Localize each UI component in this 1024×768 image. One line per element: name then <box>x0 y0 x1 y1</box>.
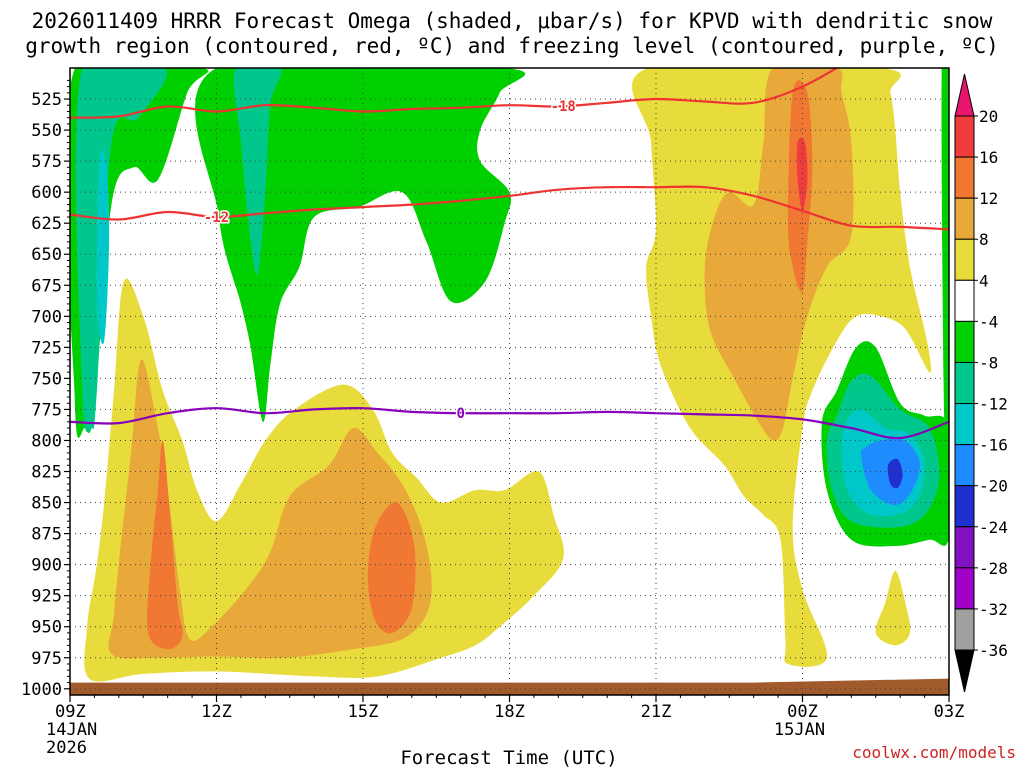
y-tick-label: 550 <box>31 121 62 141</box>
colorbar-bin <box>954 238 975 281</box>
omega-region-green-sliver-right <box>941 68 949 459</box>
colorbar-bin <box>954 526 975 569</box>
x-axis-title: Forecast Time (UTC) <box>400 747 617 768</box>
y-tick-label: 650 <box>31 245 62 265</box>
colorbar-label: 16 <box>979 148 998 167</box>
colorbar-bin <box>954 444 975 487</box>
title-line-2: growth region (contoured, red, ºC) and f… <box>25 34 999 58</box>
colorbar-label: -24 <box>979 518 1008 537</box>
colorbar-bin <box>954 361 975 405</box>
title-line-1: 2026011409 HRRR Forecast Omega (shaded, … <box>32 9 993 33</box>
omega-region-cyan-core-left <box>96 149 110 345</box>
omega-region-red-core-right <box>796 137 808 211</box>
x-tick-label: 03Z <box>934 702 965 722</box>
y-tick-label: 675 <box>31 276 62 296</box>
omega-region-orange-lower-left <box>108 359 432 659</box>
dgz-contour--12 <box>70 185 949 231</box>
dgz-contour--18 <box>70 68 839 119</box>
freezing-contour-0 <box>70 407 949 440</box>
y-tick-label: 775 <box>31 400 62 420</box>
colorbar-label: 8 <box>979 230 989 249</box>
colorbar-bin <box>954 197 975 240</box>
colorbar-label: -4 <box>979 312 998 331</box>
y-tick-label: 725 <box>31 338 62 358</box>
ground-surface <box>70 678 949 695</box>
dgz-contour-label: -12 <box>204 210 229 226</box>
colorbar-bin <box>954 608 975 651</box>
colorbar-label: -36 <box>979 641 1008 660</box>
x-tick-label: 09Z <box>55 702 86 722</box>
x-tick-label: 12Z <box>201 702 232 722</box>
freezing-contour-label: 0 <box>456 406 464 422</box>
y-tick-label: 1000 <box>21 680 62 700</box>
y-tick-label: 700 <box>31 307 62 327</box>
colorbar-label: -20 <box>979 477 1008 496</box>
colorbar-bin <box>954 115 975 158</box>
ground-strip <box>70 678 949 695</box>
omega-region-green-column-mid <box>195 68 526 422</box>
colorbar-bin <box>954 485 975 528</box>
x-tick-date: 15JAN <box>774 720 825 740</box>
colorbar-label: 12 <box>979 189 998 208</box>
omega-region-deep-orange-left <box>147 440 183 650</box>
y-tick-label: 575 <box>31 152 62 172</box>
y-tick-label: 875 <box>31 525 62 545</box>
omega-region-navy-core-right <box>887 458 903 489</box>
y-tick-label: 800 <box>31 431 62 451</box>
y-tick-label: 750 <box>31 369 62 389</box>
y-tick-label: 975 <box>31 649 62 669</box>
omega-region-orange-right-column <box>704 68 854 441</box>
omega-shading <box>70 68 949 682</box>
colorbar-label: -12 <box>979 395 1008 414</box>
y-tick-label: 825 <box>31 463 62 483</box>
colorbar-label: 4 <box>979 271 989 290</box>
y-tick-label: 625 <box>31 214 62 234</box>
y-tick-label: 925 <box>31 587 62 607</box>
x-tick-label: 21Z <box>641 702 672 722</box>
colorbar-bottom-arrow <box>954 649 975 693</box>
dgz-contour-label: -18 <box>551 99 576 115</box>
x-tick-date: 14JAN <box>46 720 97 740</box>
colorbar-label: -16 <box>979 436 1008 455</box>
colorbar-bin <box>954 320 975 363</box>
pressure-axis: 525 550 575 600 625 650 675 700 725 750 775 800 825 8… <box>21 79 70 700</box>
x-tick-label: 15Z <box>348 702 379 722</box>
x-tick-year: 2026 <box>46 738 87 758</box>
x-tick-label: 18Z <box>494 702 525 722</box>
colorbar-label: -28 <box>979 559 1008 578</box>
colorbar-bin <box>954 567 975 610</box>
colorbar-label: 20 <box>979 107 998 126</box>
y-tick-label: 900 <box>31 556 62 576</box>
colorbar-label: -8 <box>979 353 998 372</box>
x-tick-label: 00Z <box>787 702 818 722</box>
colorbar-bin <box>954 279 975 322</box>
omega-region-teal-core-left <box>75 68 168 433</box>
y-tick-label: 600 <box>31 183 62 203</box>
omega-region-yellow-blob-low-right <box>875 570 911 646</box>
omega-region-deep-orange-mid <box>367 502 416 634</box>
y-tick-label: 950 <box>31 618 62 638</box>
temperature-contours: -18 -12 0 <box>70 68 949 440</box>
y-tick-label: 525 <box>31 90 62 110</box>
colorbar-label: -32 <box>979 600 1008 619</box>
source-credit: coolwx.com/models <box>852 743 1016 762</box>
omega-colorbar: 20 16 12 8 4 -4 -8 -12 -16 -20 -24 -28 -32 -36 <box>954 73 1008 693</box>
y-tick-label: 850 <box>31 494 62 514</box>
omega-region-teal-core-mid <box>233 68 282 275</box>
colorbar-bin <box>954 403 975 446</box>
colorbar-bin <box>954 156 975 199</box>
